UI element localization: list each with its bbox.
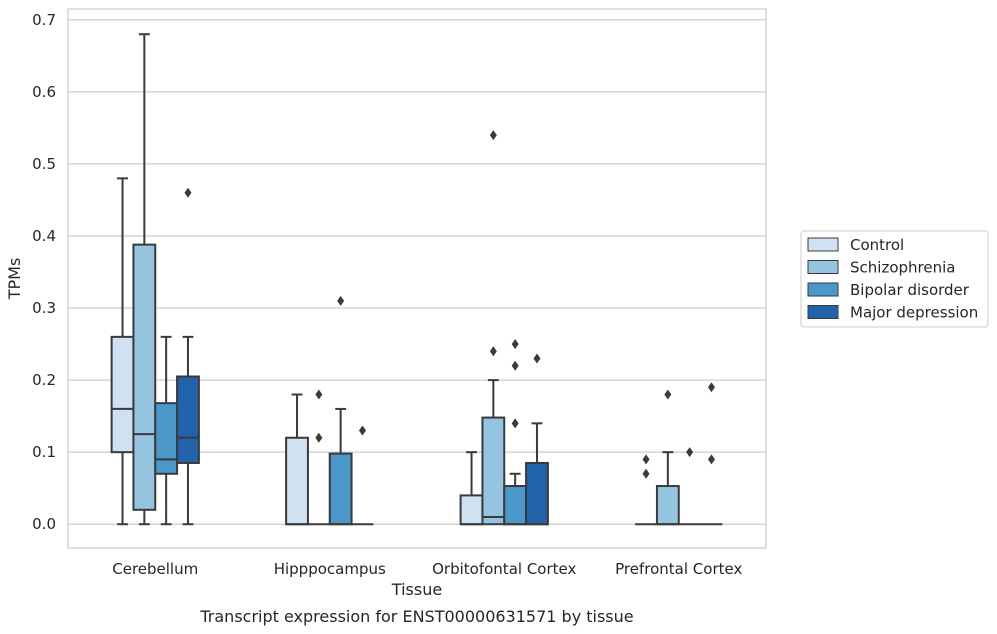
x-axis-ticks: Cerebellum Hipppocampus Orbitofontal Corte… <box>112 560 742 578</box>
chart-caption: Transcript expression for ENST0000063157… <box>199 607 633 626</box>
box-schizophrenia <box>307 389 330 526</box>
outlier-point <box>184 187 192 198</box>
legend-swatch <box>807 305 839 319</box>
legend-frame <box>800 230 989 328</box>
outlier-point <box>315 432 323 443</box>
outlier-point <box>489 346 497 357</box>
box-body <box>459 494 484 526</box>
box-control <box>110 177 135 526</box>
outlier-point <box>686 447 694 458</box>
x-tick-label: Cerebellum <box>112 560 198 578</box>
y-tick-label: 0.3 <box>32 299 56 317</box>
outlier-point <box>511 418 519 429</box>
box-major-depression <box>351 425 374 526</box>
x-tick-label: Orbitofontal Cortex <box>432 560 576 578</box>
x-axis-title: Tissue <box>391 580 442 599</box>
y-tick-label: 0.6 <box>32 83 56 101</box>
outlier-point <box>642 468 650 479</box>
y-axis-ticks: 0.0 0.1 0.2 0.3 0.4 0.5 0.6 0.7 <box>32 11 56 533</box>
legend-label: Major depression <box>850 304 978 322</box>
outlier-point <box>358 425 366 436</box>
outlier-point <box>337 295 345 306</box>
y-tick-label: 0.2 <box>32 371 56 389</box>
plot-area-frame <box>67 8 767 549</box>
box-body <box>655 485 680 526</box>
outlier-point <box>707 454 715 465</box>
y-tick-label: 0.4 <box>32 227 56 245</box>
box-schizophrenia <box>132 33 157 526</box>
y-tick-label: 0.1 <box>32 443 56 461</box>
box-schizophrenia <box>655 389 680 526</box>
box-control <box>285 393 309 526</box>
legend-label: Control <box>850 236 904 254</box>
y-tick-label: 0.5 <box>32 155 56 173</box>
x-tick-label: Hipppocampus <box>274 560 386 578</box>
box-bipolar-disorder <box>678 447 701 526</box>
box-body <box>132 243 157 511</box>
y-tick-label: 0.7 <box>32 11 56 29</box>
legend-swatch <box>807 282 839 297</box>
box-control <box>635 454 657 526</box>
outlier-point <box>533 353 541 364</box>
outlier-point <box>642 454 650 465</box>
box-body <box>285 436 309 526</box>
outlier-point <box>315 389 323 400</box>
outlier-point <box>707 382 715 393</box>
outlier-point <box>511 360 519 371</box>
box-body <box>481 416 506 526</box>
legend-swatch <box>807 237 839 252</box>
box-bipolar-disorder <box>154 335 179 526</box>
box-body <box>328 452 353 526</box>
box-major-depression <box>525 353 549 526</box>
box-bipolar-disorder <box>328 295 353 526</box>
box-schizophrenia <box>481 130 506 526</box>
box-body <box>503 485 528 526</box>
legend: Control Schizophrenia Bipolar disorder Majo… <box>800 230 989 328</box>
box-major-depression <box>700 382 723 526</box>
box-control <box>459 451 484 526</box>
y-tick-label: 0.0 <box>32 515 56 533</box>
x-tick-label: Prefrontal Cortex <box>615 560 742 578</box>
legend-swatch <box>807 260 839 274</box>
box-body <box>525 461 549 526</box>
outlier-point <box>664 389 672 400</box>
legend-label: Bipolar disorder <box>850 281 970 299</box>
box-major-depression <box>176 187 200 526</box>
y-axis-title: TPMs <box>5 258 24 301</box>
box-series <box>110 33 723 526</box>
outlier-point <box>511 339 519 350</box>
legend-label: Schizophrenia <box>850 259 955 277</box>
outlier-point <box>489 130 497 141</box>
box-body <box>176 375 200 464</box>
box-body <box>154 402 179 475</box>
box-body <box>110 335 135 454</box>
